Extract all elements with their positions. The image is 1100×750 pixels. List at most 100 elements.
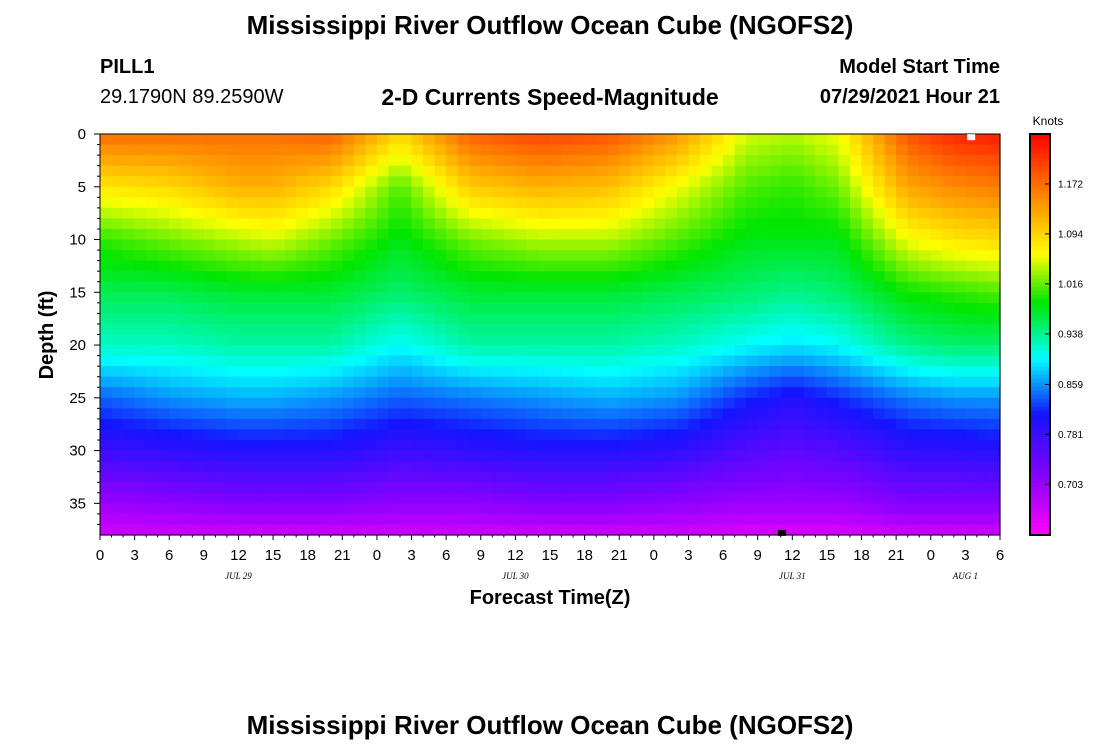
heatmap-cell: [400, 323, 413, 336]
heatmap-cell: [365, 218, 378, 230]
heatmap-cell: [850, 482, 863, 494]
heatmap-cell: [884, 503, 897, 515]
heatmap-cell: [826, 165, 840, 177]
heatmap-cell: [434, 334, 447, 346]
heatmap-cell: [123, 165, 136, 177]
heatmap-cell: [723, 281, 736, 293]
heatmap-cell: [492, 302, 505, 314]
heatmap-cell: [584, 492, 597, 504]
heatmap-cell: [803, 144, 816, 156]
heatmap-cell: [838, 218, 851, 230]
heatmap-cell: [942, 155, 955, 167]
x-tick-label: 21: [888, 547, 905, 564]
heatmap-cell: [780, 165, 793, 177]
heatmap-cell: [734, 503, 747, 515]
heatmap-cell: [538, 387, 551, 399]
heatmap-cell: [815, 503, 828, 515]
heatmap-cell: [850, 355, 863, 367]
heatmap-cell: [688, 418, 701, 431]
heatmap-cell: [146, 334, 159, 346]
heatmap-cell: [630, 355, 643, 367]
heatmap-cell: [123, 524, 136, 536]
heatmap-cell: [319, 524, 332, 536]
heatmap-cell: [261, 492, 274, 504]
heatmap-cell: [815, 197, 828, 209]
heatmap-cell: [607, 524, 620, 536]
heatmap-cell: [665, 355, 678, 367]
heatmap-cell: [215, 197, 228, 209]
heatmap-cell: [665, 155, 678, 167]
heatmap-cell: [100, 281, 113, 293]
heatmap-cell: [826, 207, 840, 220]
heatmap-cell: [953, 471, 966, 483]
heatmap-cell: [792, 376, 805, 388]
heatmap-cell: [388, 408, 401, 420]
heatmap-cell: [515, 482, 528, 494]
heatmap-cell: [342, 228, 355, 241]
heatmap-cell: [261, 387, 274, 399]
heatmap-cell: [550, 176, 563, 188]
heatmap-cell: [480, 366, 493, 378]
heatmap-cell: [423, 366, 436, 378]
heatmap-cell: [780, 228, 793, 241]
colorbar-segment: [1030, 442, 1050, 448]
heatmap-cell: [492, 387, 505, 399]
heatmap-cell: [469, 207, 482, 220]
heatmap-cell: [423, 197, 436, 209]
heatmap-cell: [342, 207, 355, 220]
heatmap-cell: [850, 440, 863, 452]
heatmap-cell: [307, 197, 320, 209]
heatmap-cell: [550, 376, 563, 388]
heatmap-cell: [365, 313, 378, 325]
heatmap-cell: [123, 281, 136, 293]
heatmap-cell: [988, 513, 1001, 526]
heatmap-cell: [642, 292, 655, 304]
heatmap-cell: [492, 197, 505, 209]
heatmap-cell: [123, 482, 136, 494]
heatmap-cell: [584, 250, 597, 262]
heatmap-cell: [976, 134, 990, 146]
heatmap-cell: [284, 250, 297, 262]
heatmap-cell: [111, 176, 124, 188]
heatmap-cell: [226, 450, 240, 462]
heatmap-cell: [630, 165, 643, 177]
heatmap-cell: [261, 144, 274, 156]
heatmap-cell: [134, 155, 147, 167]
heatmap-cell: [307, 313, 320, 325]
heatmap-cell: [596, 440, 609, 452]
heatmap-cell: [930, 376, 943, 388]
heatmap-cell: [526, 355, 540, 367]
heatmap-cell: [919, 228, 932, 241]
heatmap-cell: [376, 250, 390, 262]
heatmap-cell: [919, 376, 932, 388]
heatmap-cell: [169, 482, 182, 494]
heatmap-cell: [503, 186, 516, 198]
heatmap-cell: [561, 302, 574, 314]
heatmap-cell: [526, 524, 540, 536]
heatmap-cell: [850, 429, 863, 441]
heatmap-cell: [907, 482, 920, 494]
heatmap-cell: [953, 176, 966, 188]
heatmap-cell: [723, 155, 736, 167]
heatmap-cell: [723, 355, 736, 367]
heatmap-cell: [896, 207, 909, 220]
heatmap-cell: [434, 471, 447, 483]
colorbar-segment: [1030, 310, 1050, 316]
heatmap-cell: [192, 471, 205, 483]
heatmap-cell: [342, 218, 355, 230]
heatmap-cell: [665, 186, 678, 198]
heatmap-cell: [203, 271, 216, 283]
heatmap-cell: [169, 471, 182, 483]
heatmap-cell: [746, 513, 759, 526]
heatmap-cell: [526, 197, 540, 209]
heatmap-cell: [907, 176, 920, 188]
heatmap-cell: [976, 482, 990, 494]
heatmap-cell: [273, 440, 286, 452]
heatmap-cell: [838, 302, 851, 314]
heatmap-cell: [988, 207, 1001, 220]
heatmap-cell: [780, 292, 793, 304]
heatmap-cell: [550, 366, 563, 378]
heatmap-cell: [538, 471, 551, 483]
heatmap-cell: [203, 165, 216, 177]
heatmap-cell: [434, 197, 447, 209]
